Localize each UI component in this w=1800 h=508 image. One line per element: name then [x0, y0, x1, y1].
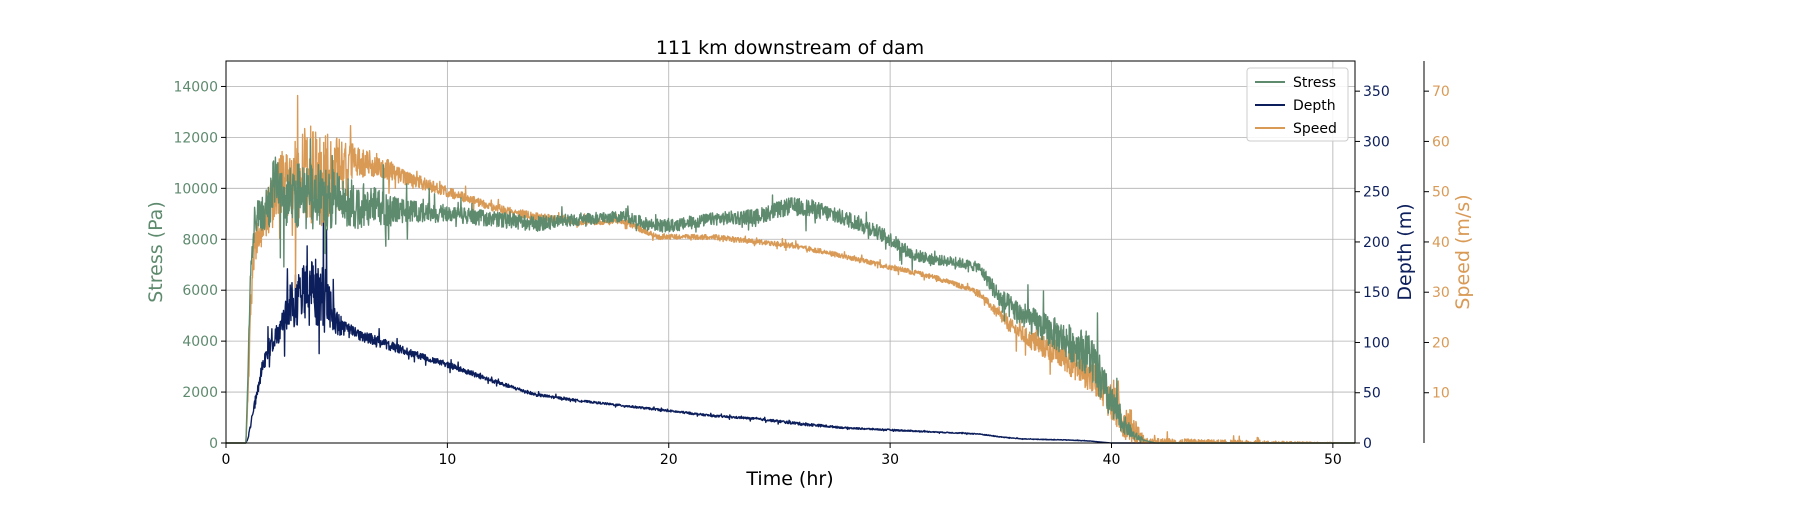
legend-label-depth: Depth: [1293, 98, 1336, 114]
depth-tick-label-0: 0: [1363, 436, 1372, 452]
x-axis-label: Time (hr): [745, 468, 833, 490]
stress-tick-label-4000: 4000: [182, 334, 218, 350]
speed-tick-label-20: 20: [1432, 335, 1450, 351]
stress-axis-label: Stress (Pa): [145, 201, 167, 303]
x-tick-label-10: 10: [438, 452, 456, 468]
chart-title: 111 km downstream of dam: [656, 37, 924, 59]
speed-tick-label-70: 70: [1432, 84, 1450, 100]
speed-tick-label-10: 10: [1432, 386, 1450, 402]
speed-tick-label-50: 50: [1432, 185, 1450, 201]
stress-tick-label-14000: 14000: [173, 79, 218, 95]
x-tick-label-20: 20: [660, 452, 678, 468]
grid-lines: [225, 61, 1355, 444]
depth-tick-label-150: 150: [1363, 285, 1390, 301]
speed-tick-label-40: 40: [1432, 235, 1450, 251]
legend-label-speed: Speed: [1293, 121, 1337, 137]
depth-tick-label-200: 200: [1363, 235, 1390, 251]
depth-tick-label-350: 350: [1363, 84, 1390, 100]
plot-frame: [225, 60, 1356, 444]
series-lines: [225, 94, 1356, 444]
legend-box: [1246, 67, 1349, 142]
axis-ticks: 0 10 20 30 40 5002000400060008000100001200014…: [173, 79, 1449, 468]
depth-tick-label-100: 100: [1363, 335, 1390, 351]
speed-tick-label-30: 30: [1432, 285, 1450, 301]
stress-tick-label-10000: 10000: [173, 181, 218, 197]
depth-tick-label-300: 300: [1363, 134, 1390, 150]
series-line-depth: [225, 218, 1356, 444]
x-tick-label-30: 30: [881, 452, 899, 468]
speed-axis-label: Speed (m/s): [1452, 194, 1474, 309]
x-tick-label-0: 0: [222, 452, 231, 468]
stress-tick-label-12000: 12000: [173, 130, 218, 146]
legend-label-stress: Stress: [1293, 75, 1336, 91]
depth-tick-label-250: 250: [1363, 185, 1390, 201]
stress-tick-label-8000: 8000: [182, 232, 218, 248]
depth-tick-label-50: 50: [1363, 386, 1381, 402]
x-tick-label-40: 40: [1103, 452, 1121, 468]
stress-tick-label-6000: 6000: [182, 283, 218, 299]
stress-tick-label-0: 0: [209, 436, 218, 452]
speed-tick-label-60: 60: [1432, 134, 1450, 150]
stress-tick-label-2000: 2000: [182, 385, 218, 401]
series-line-speed: [225, 94, 1356, 444]
depth-axis-label: Depth (m): [1394, 203, 1416, 300]
legend: Stress Depth Speed: [1246, 67, 1349, 142]
x-tick-label-50: 50: [1324, 452, 1342, 468]
